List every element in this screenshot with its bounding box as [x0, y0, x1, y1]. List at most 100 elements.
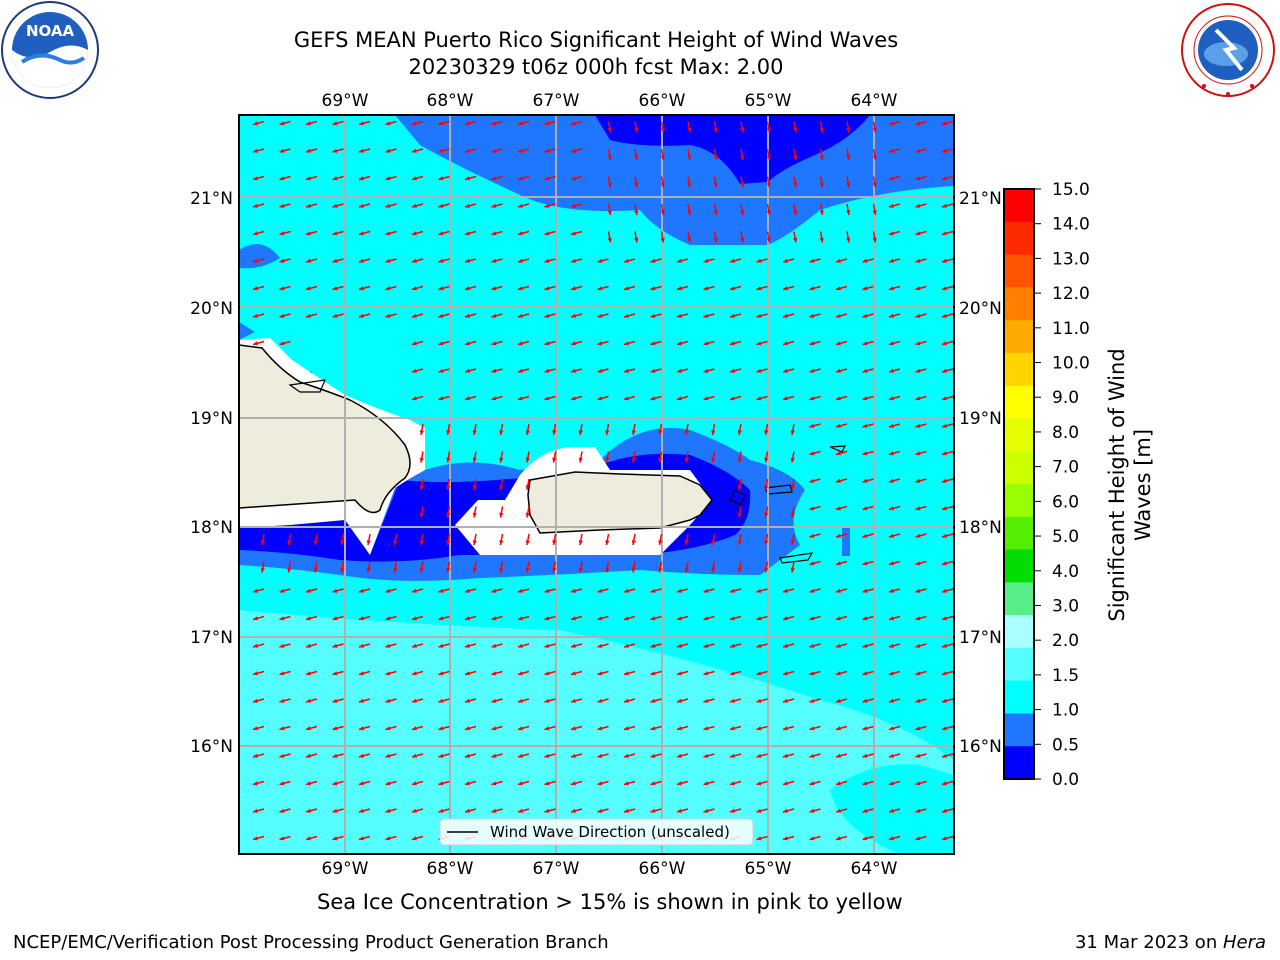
lat-label-left: 21°N: [190, 189, 233, 209]
wave-arrow-head: [889, 561, 894, 566]
wave-arrow-head: [756, 396, 762, 401]
lat-label-right: 21°N: [959, 189, 1002, 209]
wave-arrow-head: [624, 698, 629, 703]
wave-arrow-head: [438, 176, 444, 181]
wave-arrow-head: [438, 231, 444, 236]
colorbar-tick-label: 3.0: [1052, 596, 1079, 616]
wave-arrow-head: [465, 313, 470, 318]
wave-arrow-head: [862, 368, 868, 373]
wave-arrow-head: [783, 808, 788, 813]
puerto-rico-landmass: [527, 471, 713, 534]
wave-arrow-head: [597, 726, 603, 731]
wave-arrow-head: [412, 148, 417, 153]
wave-arrow-head: [703, 643, 709, 648]
wave-arrow-head: [385, 808, 391, 813]
colorbar-label-line1: Significant Height of Wind: [1105, 348, 1129, 621]
wave-arrow-head: [306, 753, 311, 758]
wave-arrow-head: [518, 258, 523, 263]
wave-arrow-head: [279, 836, 285, 841]
wave-arrow-head: [756, 808, 762, 813]
wave-arrow-head: [491, 808, 497, 813]
wave-arrow-head: [412, 121, 417, 126]
wave-arrow-head: [809, 341, 815, 346]
colorbar-segment: [1004, 352, 1034, 387]
wave-arrow-head: [783, 698, 788, 703]
wave-arrow-head: [756, 671, 762, 676]
wave-arrow-head: [253, 726, 258, 731]
wave-arrow-head: [836, 726, 841, 731]
hispaniola-landmass: [239, 344, 411, 514]
wave-arrow-head: [677, 671, 682, 676]
colorbar-segment: [1004, 647, 1034, 682]
wave-arrow-head: [412, 203, 417, 208]
wave-arrow-head: [730, 396, 735, 401]
wave-arrow-head: [889, 313, 894, 318]
wave-arrow-head: [942, 423, 947, 428]
wave-arrow-head: [677, 286, 682, 291]
wave-arrow-head: [836, 588, 841, 593]
wave-arrow-head: [624, 616, 629, 621]
wave-arrow-head: [756, 588, 762, 593]
wave-arrow-head: [624, 588, 629, 593]
wave-arrow-head: [472, 430, 477, 435]
wave-arrow-head: [862, 451, 868, 456]
wave-arrow-head: [624, 313, 629, 318]
wave-arrow-head: [711, 540, 716, 545]
wave-arrow-head: [703, 671, 709, 676]
wave-arrow-head: [491, 726, 497, 731]
wave-arrow-head: [660, 127, 665, 133]
wave-arrow-head: [756, 258, 762, 263]
wave-arrow-head: [525, 567, 530, 573]
wave-arrow-head: [862, 698, 868, 703]
colorbar-tick-label: 15.0: [1052, 180, 1090, 200]
wave-arrow-head: [819, 127, 824, 133]
wave-arrow-head: [605, 457, 610, 463]
wave-arrow-head: [253, 836, 258, 841]
wave-arrow-head: [552, 457, 557, 463]
wave-arrow-head: [766, 127, 771, 133]
wave-arrow-head: [836, 506, 841, 511]
wave-arrow-head: [650, 671, 656, 676]
wave-arrow-head: [465, 121, 470, 126]
wave-arrow-head: [499, 540, 504, 545]
wave-arrow-head: [438, 753, 444, 758]
wave-arrow-head: [836, 753, 841, 758]
colorbar-label-line2: Waves [m]: [1131, 429, 1155, 541]
wave-arrow-head: [465, 396, 470, 401]
lon-label-bottom: 66°W: [639, 859, 686, 879]
wave-arrow-head: [889, 478, 894, 483]
wave-arrow-head: [438, 368, 444, 373]
wave-arrow-head: [472, 485, 477, 490]
wave-arrow-head: [359, 231, 364, 236]
map-legend: Wind Wave Direction (unscaled): [439, 818, 754, 846]
wave-arrow-head: [279, 698, 285, 703]
wave-arrow-head: [713, 237, 718, 243]
lon-label-top: 66°W: [639, 91, 686, 111]
wave-arrow-head: [660, 182, 665, 188]
wave-arrow-head: [915, 286, 921, 291]
wave-arrow-head: [518, 698, 523, 703]
wave-arrow-head: [889, 726, 894, 731]
wave-arrow-head: [571, 313, 576, 318]
wave-arrow-head: [809, 451, 815, 456]
wave-arrow-head: [783, 588, 788, 593]
wave-arrow-head: [544, 341, 550, 346]
colorbar-segment: [1004, 221, 1034, 256]
wave-arrow-head: [737, 485, 742, 490]
wave-arrow-head: [544, 781, 550, 786]
wave-arrow-head: [306, 176, 311, 181]
wave-arrow-head: [359, 698, 364, 703]
wave-arrow-head: [915, 396, 921, 401]
wave-arrow-head: [491, 698, 497, 703]
wave-arrow-head: [889, 396, 894, 401]
wave-arrow-head: [819, 210, 824, 215]
wave-arrow-head: [915, 561, 921, 566]
wave-arrow-head: [915, 478, 921, 483]
wave-arrow-head: [684, 567, 689, 573]
wave-arrow-head: [942, 506, 947, 511]
wave-arrow-head: [260, 540, 265, 545]
colorbar-tick-label: 10.0: [1052, 354, 1090, 374]
wave-arrow-head: [571, 203, 576, 208]
wave-arrow-head: [650, 286, 656, 291]
wave-arrow-head: [393, 567, 398, 573]
